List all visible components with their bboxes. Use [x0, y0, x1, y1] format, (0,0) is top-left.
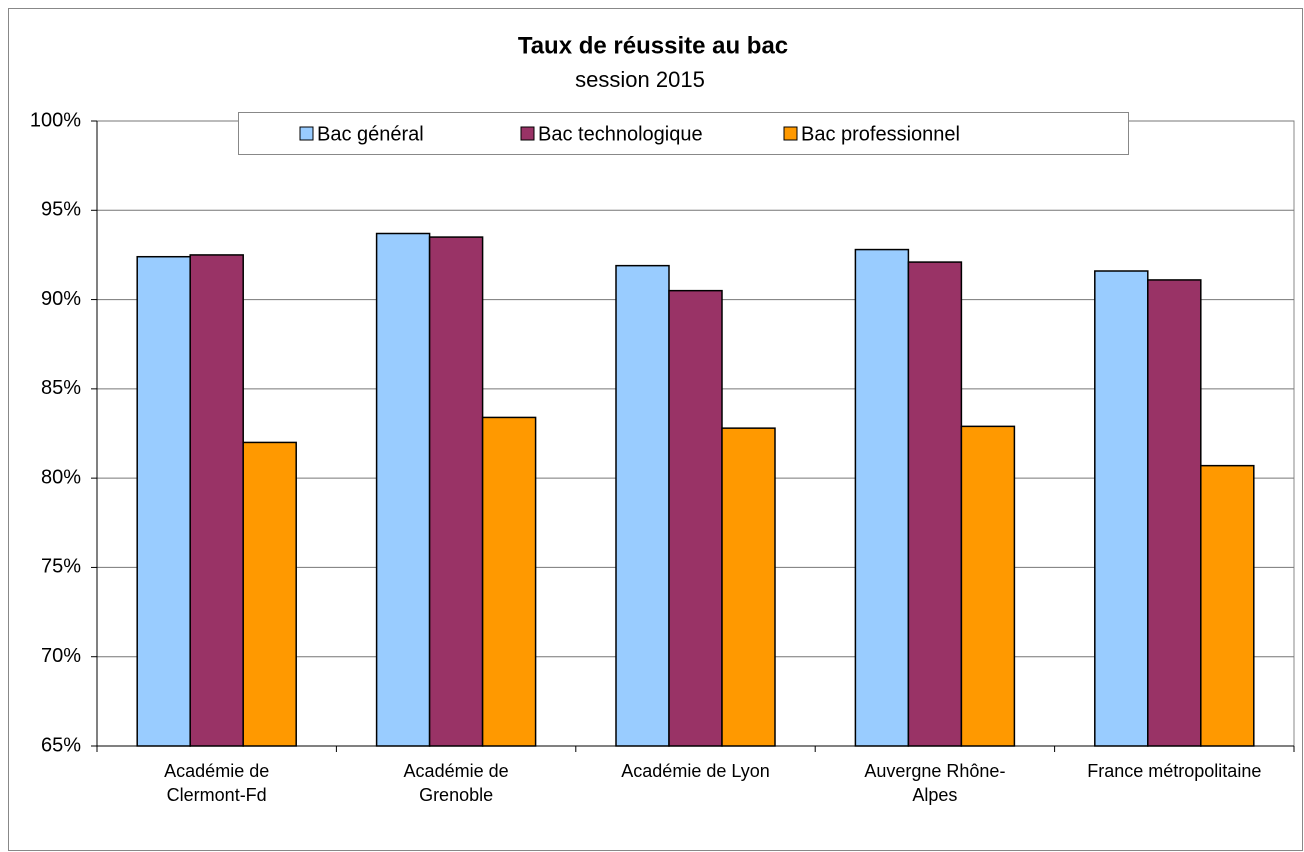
legend-box	[238, 112, 1129, 155]
y-tick-label: 80%	[41, 466, 81, 488]
legend-label: Bac technologique	[538, 123, 703, 145]
y-tick-label: 85%	[41, 377, 81, 399]
x-tick-label: Auvergne Rhône-Alpes	[864, 761, 1005, 805]
bar	[375, 232, 431, 747]
y-tick-label: 90%	[41, 288, 81, 310]
legend-swatch	[783, 126, 798, 141]
bar	[721, 427, 776, 747]
bar	[1094, 270, 1149, 747]
bar	[615, 264, 670, 747]
bar	[1147, 279, 1202, 747]
bar	[907, 261, 963, 747]
legend-swatch	[520, 126, 535, 141]
bar	[242, 441, 297, 747]
bar	[960, 425, 1016, 747]
bar	[428, 236, 484, 747]
legend-swatch	[299, 126, 314, 141]
y-tick-label: 70%	[41, 645, 81, 667]
x-tick-label: France métropolitaine	[1087, 761, 1261, 781]
bar	[1200, 464, 1255, 747]
bar	[668, 289, 723, 747]
chart-subtitle: session 2015	[575, 67, 705, 92]
bar	[481, 416, 537, 747]
legend-label: Bac général	[317, 123, 424, 145]
bar	[189, 254, 244, 747]
bar	[854, 248, 910, 747]
x-tick-label: Académie de Clermont-Fd	[164, 761, 269, 805]
x-tick-label: Académie de Grenoble	[404, 761, 509, 805]
legend-label: Bac professionnel	[801, 123, 960, 145]
x-tick-label: Académie de Lyon	[621, 761, 769, 781]
y-tick-label: 95%	[41, 199, 81, 221]
chart-title: Taux de réussite au bac	[518, 32, 788, 59]
bar	[136, 255, 191, 747]
y-tick-label: 75%	[41, 556, 81, 578]
y-tick-label: 100%	[30, 109, 81, 131]
y-tick-label: 65%	[41, 734, 81, 756]
